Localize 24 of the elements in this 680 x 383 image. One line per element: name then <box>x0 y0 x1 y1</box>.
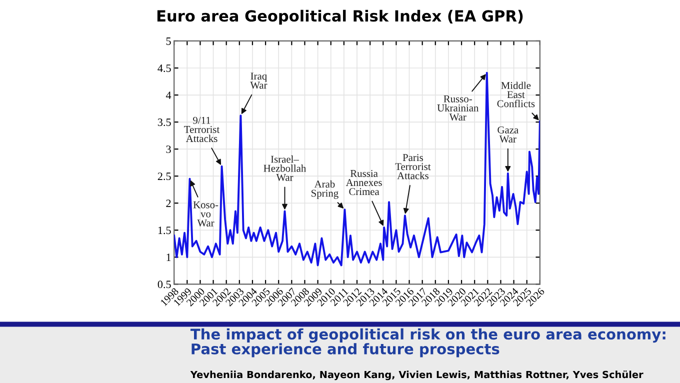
y-tick-label: 2 <box>166 200 171 207</box>
text: Yevheniia Bondarenko, Nayeon Kang, Vivien Lewis, Matthias Rottner, Yves Schüler <box>190 370 644 380</box>
y-tick-label: 1.5 <box>158 226 171 234</box>
y-tick-label: 3 <box>166 146 171 154</box>
text: The impact of geopolitical risk on the euro area economy: Past experience and future prospects <box>190 328 666 358</box>
annotation: Paris Terrorist Attacks <box>395 154 431 180</box>
annotation: Arab Spring <box>312 180 338 199</box>
y-tick-label: 4 <box>166 92 172 99</box>
y-tick-label: 4.5 <box>158 64 171 72</box>
annotation: Israel– Hezbollah War <box>264 155 306 181</box>
line-series <box>174 72 540 266</box>
annotation: Koso- vo War <box>193 201 218 227</box>
y-tick-label: 1 <box>166 254 171 262</box>
annotation: Russia Annexes Crimea <box>346 170 382 196</box>
annotation: Russo- Ukrainian War <box>437 95 479 121</box>
y-tick-label: 0.5 <box>158 280 171 288</box>
annotation: Iraq War <box>250 72 268 89</box>
chart-title: Euro area Geopolitical Risk Index (EA GPR) <box>157 10 523 25</box>
annotation: Gaza War <box>498 126 518 143</box>
y-tick-label: 3.5 <box>158 118 171 126</box>
y-tick-label: 5 <box>166 38 171 45</box>
annotation: 9/11 Terrorist Attacks <box>184 116 220 142</box>
y-tick-label: 2.5 <box>158 172 171 180</box>
annotation: Middle East Conflicts <box>497 82 535 108</box>
